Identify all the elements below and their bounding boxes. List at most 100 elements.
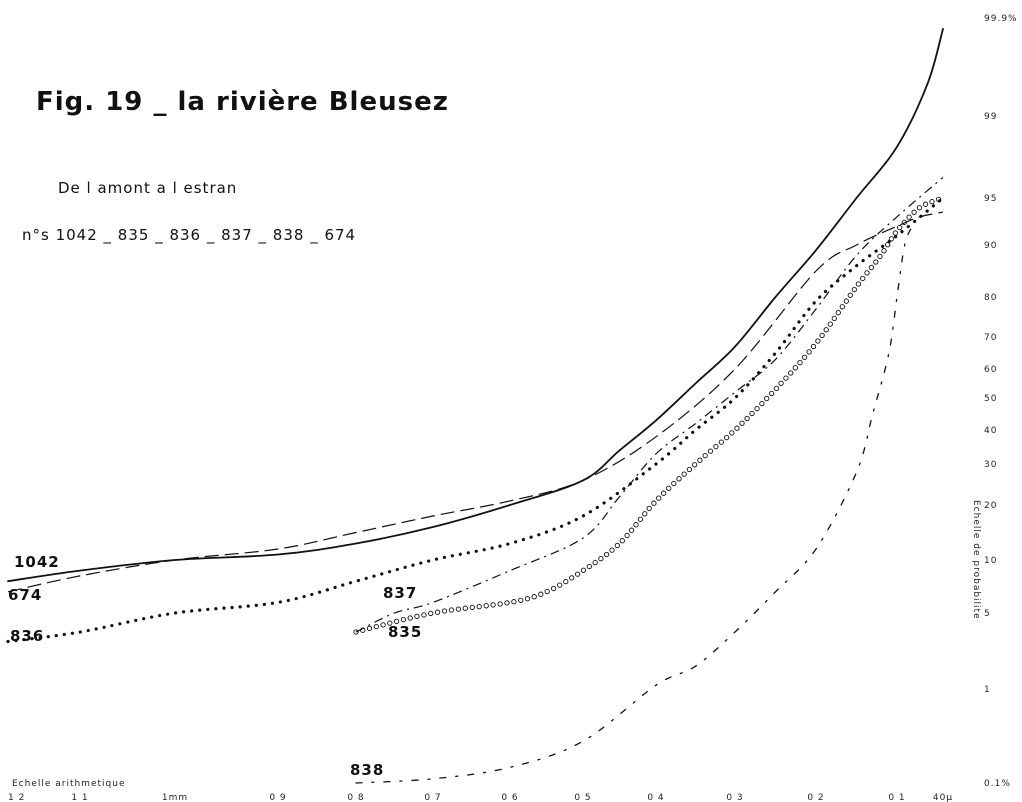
series-835-marker	[476, 603, 482, 610]
series-835-marker	[788, 370, 794, 376]
series-835-marker	[843, 298, 849, 304]
y-tick-label: 10	[984, 556, 997, 566]
series-674	[7, 211, 944, 593]
series-835-marker	[792, 365, 798, 371]
series-835-marker	[609, 547, 615, 553]
series-835-marker	[797, 359, 803, 366]
series-835-marker	[614, 542, 620, 549]
series-835-marker	[810, 343, 817, 350]
x-tick-label: 1 2	[8, 793, 25, 802]
series-835-marker	[697, 457, 703, 463]
series-837-line	[355, 177, 944, 633]
series-835-marker	[497, 601, 503, 607]
series-label-836: 836	[10, 627, 44, 645]
series-835-marker	[469, 604, 475, 611]
series-835-marker	[744, 415, 750, 422]
series-835-marker	[598, 555, 604, 562]
series-835-marker	[360, 627, 366, 633]
series-835-marker	[754, 405, 760, 412]
series-835-marker	[773, 385, 780, 392]
series-674-line	[7, 211, 944, 593]
series-835-marker	[764, 395, 770, 402]
series-835-marker	[855, 281, 862, 287]
series-836	[6, 196, 945, 644]
x-tick-label: 1 1	[71, 793, 88, 802]
x-tick-label: 0 8	[347, 793, 364, 802]
series-835-marker	[656, 495, 662, 501]
series-835-marker	[827, 321, 833, 327]
series-835-marker	[518, 597, 524, 603]
series-835-marker	[801, 354, 808, 360]
series-835-marker	[538, 591, 544, 597]
series-835-marker	[835, 309, 841, 316]
series-835-marker	[580, 567, 587, 573]
x-tick-label: 40µ	[933, 793, 953, 802]
series-835-marker	[569, 575, 575, 581]
series-835-marker	[676, 476, 682, 482]
x-tick-label: 0 1	[888, 793, 905, 802]
series-835-marker	[734, 425, 740, 431]
series-835-marker	[428, 610, 434, 617]
series-835-marker	[421, 612, 427, 618]
series-835-marker	[637, 516, 644, 522]
series-835-marker	[373, 623, 379, 630]
series-835-marker	[906, 214, 912, 220]
y-tick-label: 40	[984, 426, 997, 436]
series-835-marker	[434, 609, 441, 615]
series-835-marker	[739, 420, 745, 426]
series-835	[353, 196, 943, 635]
series-835-marker	[911, 209, 917, 215]
x-axis-label: Echelle arithmetique	[12, 779, 126, 789]
series-835-marker	[831, 315, 837, 322]
y-tick-label: 90	[984, 241, 997, 251]
series-835-marker	[783, 375, 789, 381]
series-labels: 1042 674 836 837 835 838	[8, 553, 421, 779]
x-tick-label: 0 5	[574, 793, 591, 802]
series-835-marker	[686, 466, 693, 473]
series-835-marker	[544, 588, 550, 595]
y-tick-label: 30	[984, 460, 997, 470]
series-835-marker	[892, 230, 898, 236]
series-835-marker	[511, 599, 517, 605]
series-835-marker	[504, 600, 510, 606]
series-835-marker	[922, 201, 929, 207]
y-tick-label: 99	[984, 112, 997, 122]
series-835-marker	[806, 349, 812, 355]
x-tick-label: 0 6	[501, 793, 518, 802]
series-835-marker	[888, 236, 895, 242]
series-835-marker	[723, 434, 730, 441]
series-835-marker	[815, 338, 821, 344]
series-835-marker	[483, 603, 489, 609]
y-tick-label: 60	[984, 365, 997, 375]
series-835-marker	[455, 606, 462, 612]
series-835-marker	[660, 490, 667, 496]
series-835-marker	[400, 616, 407, 623]
y-tick-label: 1	[984, 685, 991, 695]
series-835-marker	[441, 608, 448, 614]
series-835-marker	[897, 224, 903, 231]
series-835-marker	[749, 410, 755, 417]
series-835-marker	[877, 253, 883, 260]
series-835-marker	[531, 594, 537, 600]
series-835-marker	[778, 380, 784, 386]
series-835-marker	[592, 559, 598, 566]
series-835-marker	[651, 500, 657, 506]
series-layer	[6, 28, 945, 784]
series-835-marker	[671, 480, 677, 487]
series-835-marker	[868, 264, 875, 271]
series-835-line	[356, 198, 943, 632]
series-835-marker	[819, 332, 825, 339]
series-835-marker	[713, 443, 719, 450]
series-835-marker	[873, 259, 879, 265]
series-835-marker	[718, 439, 724, 445]
series-835-marker	[759, 400, 765, 407]
y-tick-label: 70	[984, 333, 997, 343]
series-835-marker	[881, 248, 887, 254]
series-835-marker	[691, 462, 698, 468]
y-tick-labels: 99.9% 99 95 90 80 70 60 50 40 30 20 10 5 1 0.1%	[984, 14, 1017, 789]
samples-line: n°s 1042 _ 835 _ 836 _ 837 _ 838 _ 674	[22, 226, 356, 245]
series-835-marker	[851, 286, 857, 293]
series-835-marker	[823, 327, 829, 333]
series-835-marker	[619, 538, 625, 544]
x-tick-label: 1mm	[162, 793, 188, 802]
